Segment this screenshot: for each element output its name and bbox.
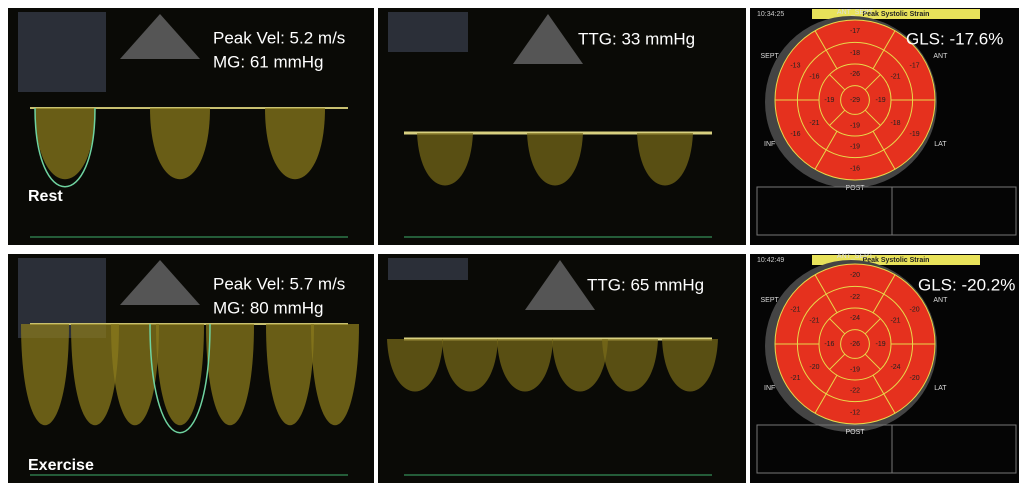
- segment-strain: -21: [790, 375, 800, 382]
- segment-strain: -21: [809, 120, 819, 127]
- time: 10:42:49: [757, 257, 784, 264]
- gls: GLS: -17.6%: [906, 29, 1003, 48]
- segment-strain: -29: [850, 97, 860, 104]
- segment-strain: -16: [790, 131, 800, 138]
- wall-label: POST: [845, 185, 865, 192]
- segment-strain: -26: [850, 71, 860, 78]
- segment-strain: -26: [850, 341, 860, 348]
- wall-label: ANT_SEPT: [837, 9, 874, 16]
- segment-strain: -12: [850, 410, 860, 417]
- segment-strain: -20: [910, 306, 920, 313]
- wall-label: LAT: [934, 141, 947, 148]
- segment-strain: -19: [850, 366, 860, 373]
- wall-label: LAT: [934, 385, 947, 392]
- time: 10:34:25: [757, 11, 784, 18]
- wall-label: ANT: [933, 53, 948, 60]
- peak-velocity: Peak Vel: 5.2 m/s: [213, 28, 345, 47]
- ttg: TTG: 65 mmHg: [587, 275, 704, 294]
- measure-box: [18, 12, 106, 92]
- peak-velocity: Peak Vel: 5.7 m/s: [213, 274, 345, 293]
- measure-box: [388, 12, 468, 52]
- segment-strain: -22: [850, 388, 860, 395]
- segment-strain: -17: [910, 62, 920, 69]
- segment-strain: -16: [809, 73, 819, 80]
- segment-strain: -21: [809, 317, 819, 324]
- gls: GLS: -20.2%: [918, 275, 1015, 294]
- segment-strain: -17: [850, 28, 860, 35]
- measure-box: [388, 258, 468, 280]
- segment-strain: -13: [790, 62, 800, 69]
- segment-strain: -18: [850, 50, 860, 57]
- segment-strain: -20: [850, 272, 860, 279]
- segment-strain: -16: [824, 341, 834, 348]
- segment-strain: -19: [850, 122, 860, 129]
- segment-strain: -22: [850, 294, 860, 301]
- wall-label: POST: [845, 429, 865, 436]
- segment-strain: -19: [876, 341, 886, 348]
- segment-strain: -20: [910, 375, 920, 382]
- ttg: TTG: 33 mmHg: [578, 29, 695, 48]
- segment-strain: -21: [790, 306, 800, 313]
- segment-strain: -24: [890, 364, 900, 371]
- segment-strain: -16: [850, 166, 860, 173]
- segment-strain: -21: [890, 317, 900, 324]
- segment-strain: -20: [809, 364, 819, 371]
- wall-label: ANT_SEPT: [837, 253, 874, 260]
- segment-strain: -24: [850, 315, 860, 322]
- segment-strain: -18: [890, 120, 900, 127]
- wall-label: ANT: [933, 297, 948, 304]
- mean-gradient: MG: 80 mmHg: [213, 298, 324, 317]
- stage-label: Rest: [28, 188, 63, 205]
- segment-strain: -21: [890, 73, 900, 80]
- wall-label: SEPT: [760, 53, 779, 60]
- mean-gradient: MG: 61 mmHg: [213, 52, 324, 71]
- wall-label: INF: [764, 141, 775, 148]
- figure: Peak Vel: 5.2 m/s MG: 61 mmHg Rest TTG: 33 …: [0, 0, 1019, 483]
- stage-label: Exercise: [28, 457, 94, 474]
- wall-label: INF: [764, 385, 775, 392]
- wall-label: SEPT: [760, 297, 779, 304]
- segment-strain: -19: [824, 97, 834, 104]
- segment-strain: -19: [910, 131, 920, 138]
- segment-strain: -19: [850, 144, 860, 151]
- segment-strain: -19: [876, 97, 886, 104]
